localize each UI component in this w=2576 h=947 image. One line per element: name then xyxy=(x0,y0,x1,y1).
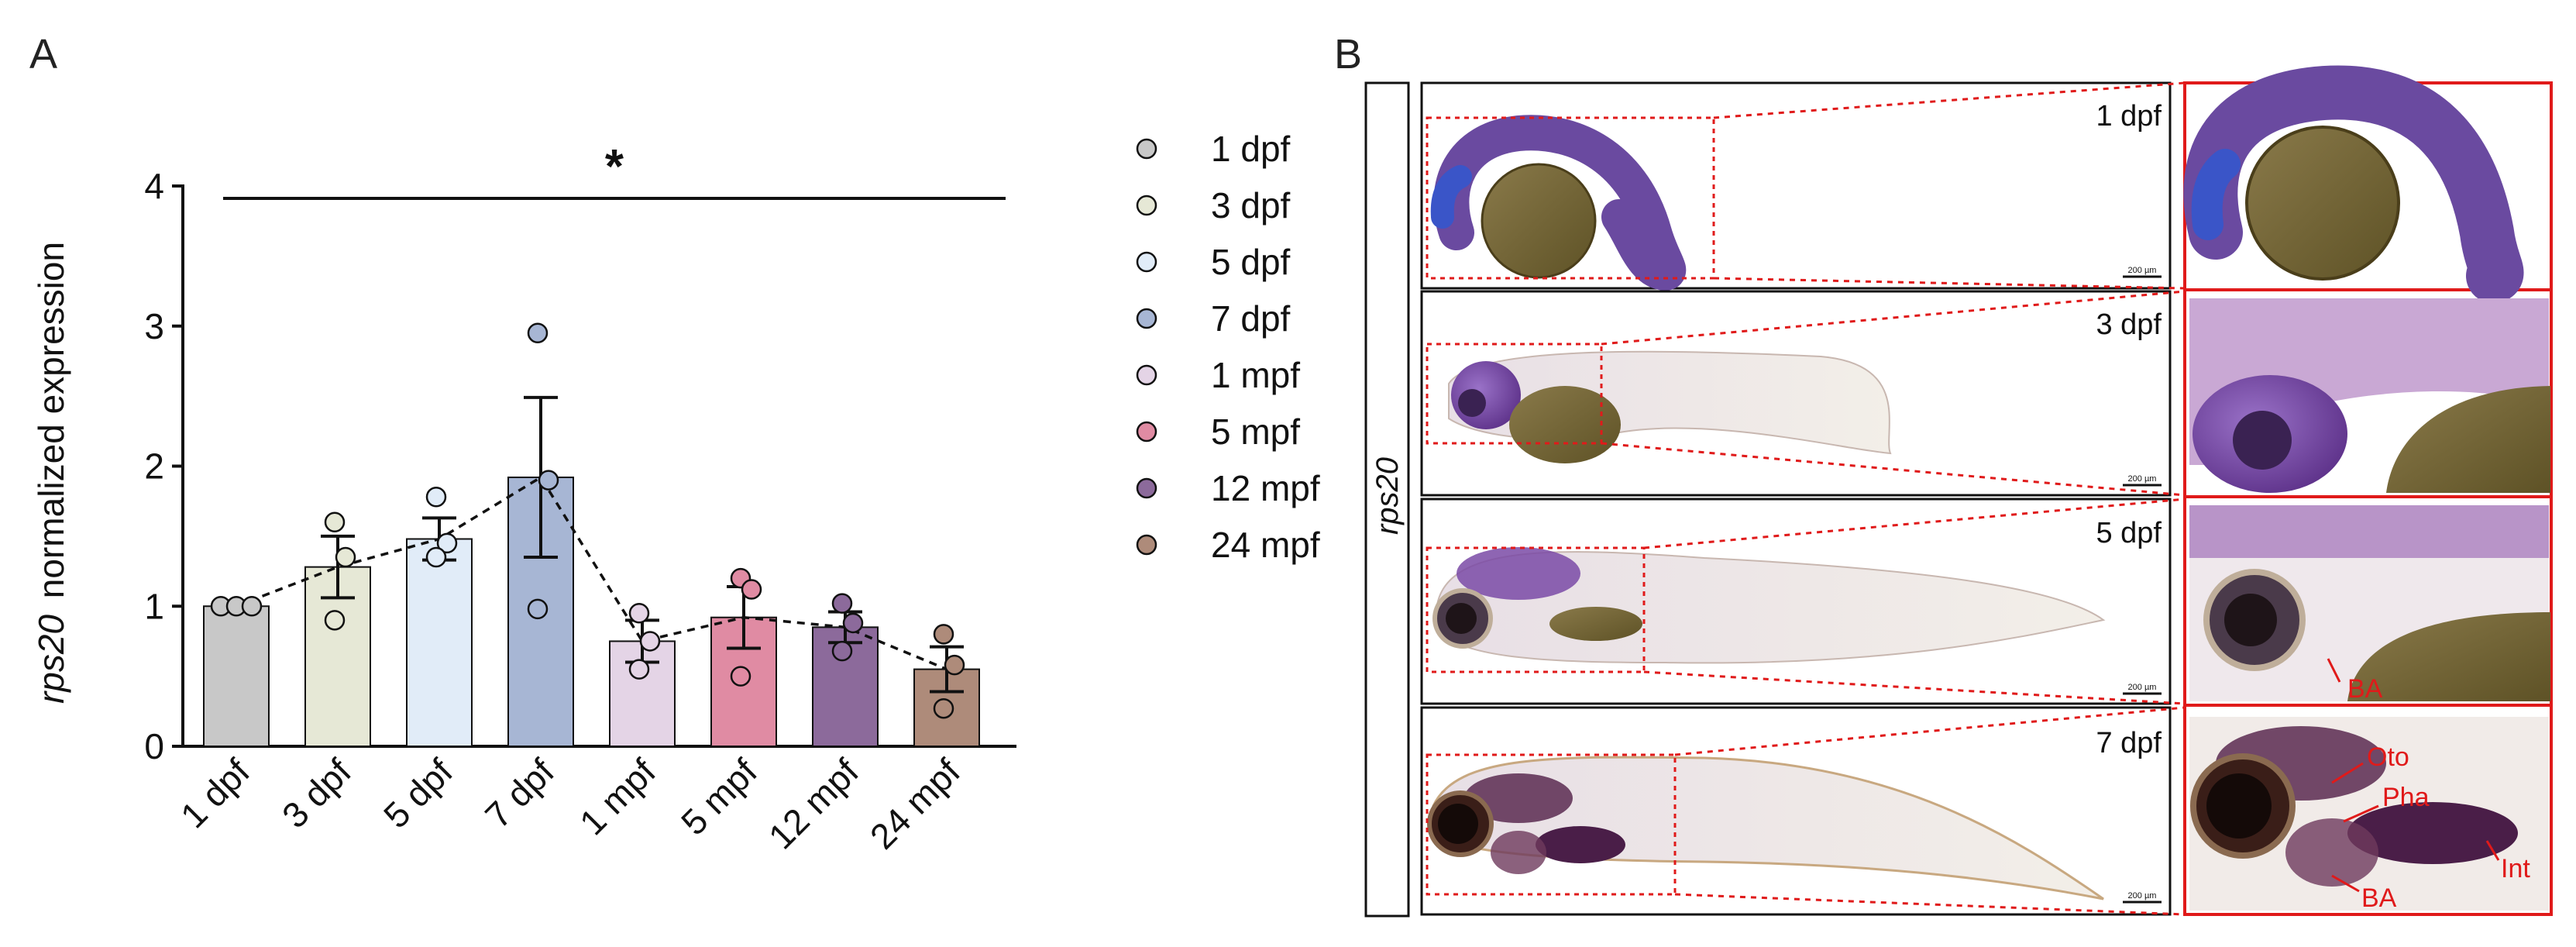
data-point xyxy=(527,598,549,620)
data-point xyxy=(425,487,447,508)
embryo-1dpf xyxy=(1430,115,1687,291)
legend-marker xyxy=(1136,421,1157,443)
bar-1-dpf xyxy=(203,605,270,747)
y-tick-label: 4 xyxy=(144,166,164,206)
image-row-7dpf: 7 dpf 200 µm xyxy=(1420,706,2172,916)
magnified-1dpf xyxy=(2183,65,2524,303)
data-point xyxy=(335,546,356,568)
legend-label: 5 mpf xyxy=(1211,412,1300,452)
x-tick-label: 5 dpf xyxy=(376,751,460,835)
stage-label: 3 dpf xyxy=(2096,308,2162,341)
data-point xyxy=(324,511,346,533)
data-point xyxy=(639,631,661,652)
x-tick-label: 1 mpf xyxy=(572,751,663,842)
legend-marker xyxy=(1136,195,1157,216)
y-tick-label: 3 xyxy=(144,306,164,346)
bar-5-dpf xyxy=(406,538,473,747)
y-axis-title: rps20 normalized expression xyxy=(31,242,71,704)
scale-text: 200 µm xyxy=(2128,683,2157,692)
stage-label: 1 dpf xyxy=(2096,100,2162,133)
data-point xyxy=(831,640,853,662)
data-point xyxy=(842,612,864,634)
data-point xyxy=(527,322,549,344)
legend-label: 7 dpf xyxy=(1211,298,1291,339)
x-tick-label: 3 dpf xyxy=(274,751,359,835)
y-axis-title-italic: rps20 xyxy=(31,615,71,704)
bar-chart: rps20 normalized expression * 0 1 2 3 4 1 dp… xyxy=(31,140,1016,857)
data-point xyxy=(436,532,458,554)
data-point xyxy=(933,697,954,719)
legend-label: 12 mpf xyxy=(1211,468,1320,508)
legend-label: 1 dpf xyxy=(1211,129,1291,169)
larva-5dpf xyxy=(1432,547,2106,664)
data-point xyxy=(628,659,650,680)
x-tick-label: 24 mpf xyxy=(862,751,968,856)
legend-marker xyxy=(1136,251,1157,273)
data-point xyxy=(425,546,447,568)
data-point xyxy=(538,470,559,491)
zoom-connectors xyxy=(1601,81,2186,916)
significance-star: * xyxy=(605,140,624,194)
annotation: BA xyxy=(2347,674,2383,704)
magnified-7dpf: Oto Pha BA Int xyxy=(2189,717,2549,913)
scale-text: 200 µm xyxy=(2128,891,2157,901)
data-point xyxy=(241,596,263,617)
annotation: BA xyxy=(2361,883,2397,913)
y-tick-label: 0 xyxy=(144,726,164,766)
image-row-5dpf: 5 dpf 200 µm xyxy=(1420,498,2172,705)
legend-marker xyxy=(1136,477,1157,499)
row-label: rps20 xyxy=(1371,457,1405,535)
row-label-box xyxy=(1364,81,1410,918)
data-point xyxy=(628,603,650,624)
data-point xyxy=(730,666,751,687)
scale-text: 200 µm xyxy=(2128,474,2157,484)
stage-label: 5 dpf xyxy=(2096,517,2162,549)
x-tick-label: 7 dpf xyxy=(477,751,562,835)
legend-label: 24 mpf xyxy=(1211,525,1320,565)
y-tick-label: 1 xyxy=(144,586,164,626)
larva-7dpf xyxy=(1427,756,2104,901)
magnified-3dpf xyxy=(2189,298,2550,493)
annotation: Pha xyxy=(2382,783,2430,812)
x-tick-label: 1 dpf xyxy=(173,751,257,835)
legend-label: 1 mpf xyxy=(1211,355,1300,395)
zoom-box xyxy=(1426,116,1715,280)
x-tick-label: 12 mpf xyxy=(761,751,866,856)
x-tick-label: 5 mpf xyxy=(673,751,765,842)
data-point xyxy=(324,610,346,631)
zoom-box xyxy=(1426,546,1646,673)
zoom-box xyxy=(1426,343,1603,445)
image-row-3dpf: 3 dpf 200 µm xyxy=(1420,290,2172,497)
data-point xyxy=(831,593,853,614)
legend-marker xyxy=(1136,308,1157,329)
y-tick-label: 2 xyxy=(144,446,164,487)
data-point xyxy=(944,654,965,676)
legend-marker xyxy=(1136,364,1157,386)
zoom-box xyxy=(1426,753,1677,896)
magnified-column: BA Oto Pha BA Int xyxy=(2183,65,2553,916)
panel-b-letter: B xyxy=(1334,31,1362,77)
legend-marker xyxy=(1136,534,1157,556)
annotation: Int xyxy=(2501,854,2530,883)
annotation: Oto xyxy=(2367,742,2409,772)
legend-label: 3 dpf xyxy=(1211,185,1291,226)
magnified-5dpf: BA xyxy=(2189,505,2550,704)
stage-label: 7 dpf xyxy=(2096,727,2162,759)
legend: 1 dpf 3 dpf 5 dpf 7 dpf 1 mpf 5 mpf 12 mpf 24 m… xyxy=(1136,129,1320,565)
legend-label: 5 dpf xyxy=(1211,242,1291,282)
legend-marker xyxy=(1136,138,1157,160)
data-point xyxy=(933,624,954,645)
trend-line xyxy=(236,475,948,671)
image-row-1dpf: 1 dpf 200 µm xyxy=(1420,81,2172,291)
data-point xyxy=(741,579,762,600)
panel-a-letter: A xyxy=(29,31,57,77)
y-axis-title-rest: normalized expression xyxy=(31,242,71,598)
scale-text: 200 µm xyxy=(2128,266,2157,275)
